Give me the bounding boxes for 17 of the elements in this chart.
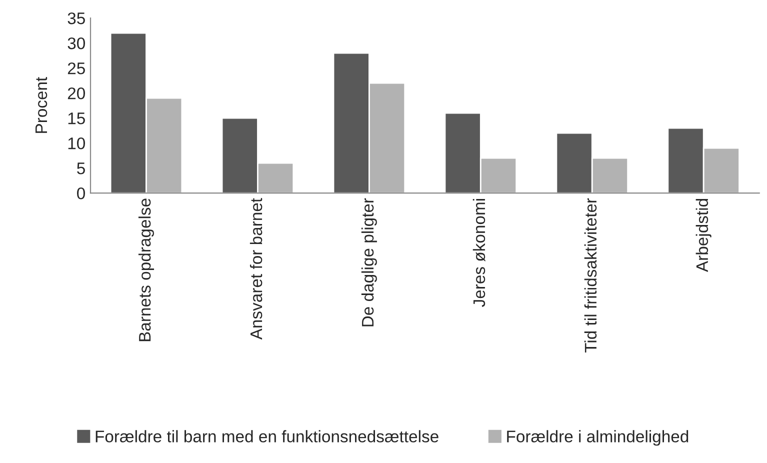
y-axis-title: Procent	[36, 76, 48, 133]
y-tick-label: 35	[68, 12, 85, 24]
legend-label: Forældre i almindelighed	[507, 430, 688, 446]
y-tick-label: 10	[68, 137, 85, 150]
y-tick-label: 30	[68, 37, 85, 50]
y-tick-label: 25	[68, 62, 85, 74]
y-tick-label: 20	[68, 87, 85, 100]
y-tick-label: 15	[68, 112, 85, 124]
y-tick-label: 5	[77, 162, 85, 174]
x-tick-label: Arbejdstid	[696, 199, 712, 272]
x-tick-label: Ansvaret for barnet	[250, 198, 262, 340]
x-tick-label: De daglige pligter	[361, 198, 377, 326]
x-tick-label: Jeres økonomi	[472, 199, 486, 307]
y-tick-label: 0	[77, 187, 85, 200]
x-tick-label: Tid til fritidsaktiviteter	[584, 198, 597, 353]
legend-label: Forældre til barn med en funktionsnedsættelse	[96, 430, 438, 442]
x-tick-label: Barnets opdragelse	[138, 198, 154, 342]
